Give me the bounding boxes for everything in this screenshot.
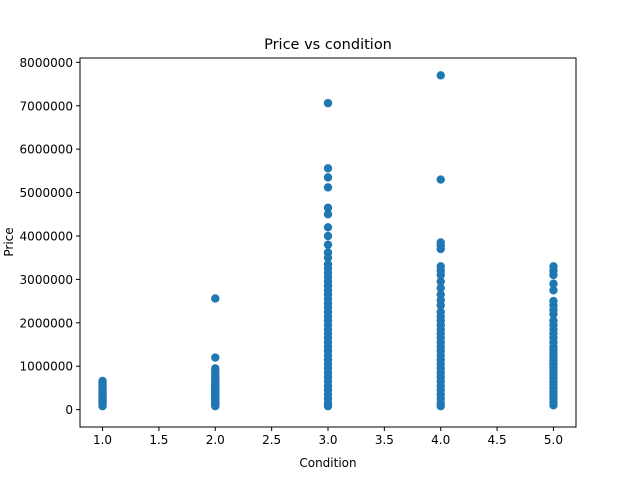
data-point bbox=[323, 164, 333, 173]
x-tick-label: 4.5 bbox=[488, 433, 507, 447]
x-axis-label: Condition bbox=[299, 456, 356, 470]
data-point bbox=[549, 286, 558, 295]
x-tick-label: 4.0 bbox=[431, 433, 450, 447]
data-point bbox=[211, 294, 220, 303]
data-point bbox=[211, 364, 220, 373]
data-point bbox=[549, 279, 558, 288]
y-axis-ticks: 0 1000000 2000000 3000000 4000000 5000000 6000… bbox=[20, 56, 80, 417]
data-point bbox=[549, 316, 558, 325]
x-axis-ticks: 1.0 1.5 2.0 2.5 3.0 3.5 4.0 4.5 5.0 bbox=[93, 427, 563, 447]
data-point bbox=[323, 210, 333, 219]
x-tick-label: 3.5 bbox=[375, 433, 394, 447]
y-tick-label: 5000000 bbox=[20, 186, 73, 200]
y-tick-label: 0 bbox=[65, 403, 73, 417]
data-point bbox=[436, 238, 445, 247]
data-point bbox=[98, 376, 107, 386]
x-tick-label: 2.5 bbox=[262, 433, 281, 447]
chart-title: Price vs condition bbox=[264, 37, 392, 53]
y-tick-label: 2000000 bbox=[20, 316, 73, 330]
y-tick-label: 6000000 bbox=[20, 143, 73, 157]
data-point bbox=[436, 307, 445, 317]
y-axis-label: Price bbox=[2, 227, 16, 256]
data-point bbox=[211, 353, 220, 362]
data-point bbox=[549, 262, 558, 271]
x-tick-label: 3.0 bbox=[318, 433, 337, 447]
data-point bbox=[436, 277, 445, 286]
plot-frame bbox=[79, 57, 577, 428]
data-point bbox=[436, 283, 445, 293]
x-tick-label: 2.0 bbox=[206, 433, 225, 447]
data-point bbox=[323, 231, 333, 241]
x-tick-label: 1.5 bbox=[149, 433, 168, 447]
data-point bbox=[436, 290, 445, 299]
data-point bbox=[323, 173, 333, 182]
y-tick-label: 1000000 bbox=[20, 360, 73, 374]
data-point bbox=[323, 223, 333, 232]
y-tick-label: 3000000 bbox=[20, 273, 73, 287]
data-point bbox=[436, 262, 445, 271]
data-point bbox=[323, 260, 333, 269]
x-tick-label: 5.0 bbox=[544, 433, 563, 447]
data-point bbox=[436, 71, 445, 80]
y-tick-label: 4000000 bbox=[20, 229, 73, 243]
y-tick-label: 7000000 bbox=[20, 99, 73, 113]
data-point bbox=[436, 175, 445, 184]
x-tick-label: 1.0 bbox=[93, 433, 112, 447]
data-point bbox=[323, 183, 333, 192]
data-point bbox=[323, 248, 333, 257]
y-tick-label: 8000000 bbox=[20, 56, 73, 70]
data-point bbox=[323, 98, 333, 108]
data-point bbox=[323, 240, 333, 249]
data-point bbox=[549, 296, 558, 306]
data-points bbox=[98, 71, 558, 411]
data-point bbox=[323, 203, 333, 212]
